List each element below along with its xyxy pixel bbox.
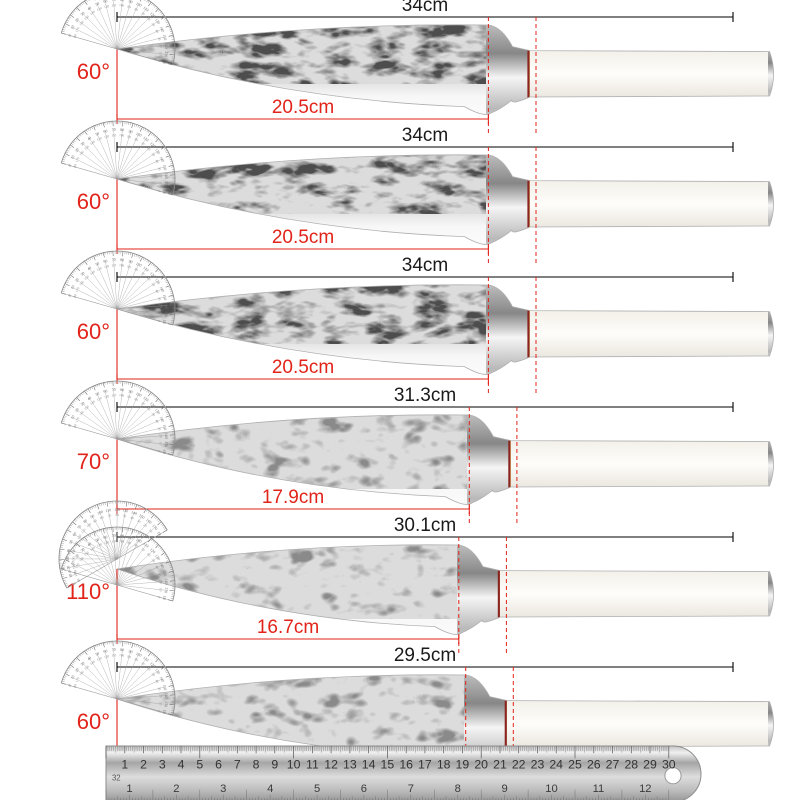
svg-text:60°: 60° bbox=[77, 59, 110, 84]
svg-text:1: 1 bbox=[121, 757, 128, 771]
svg-text:21: 21 bbox=[493, 757, 507, 771]
svg-text:29: 29 bbox=[643, 757, 657, 771]
svg-text:4: 4 bbox=[267, 783, 273, 795]
svg-text:34cm: 34cm bbox=[402, 0, 448, 16]
svg-text:8: 8 bbox=[253, 757, 260, 771]
svg-text:14: 14 bbox=[362, 757, 376, 771]
svg-text:16.7cm: 16.7cm bbox=[257, 617, 319, 638]
svg-text:60°: 60° bbox=[77, 319, 110, 344]
svg-text:11: 11 bbox=[306, 757, 319, 771]
svg-text:2: 2 bbox=[173, 783, 179, 795]
svg-text:20.5cm: 20.5cm bbox=[272, 357, 334, 378]
svg-text:60°: 60° bbox=[77, 189, 110, 214]
svg-text:9: 9 bbox=[271, 757, 278, 771]
svg-text:2: 2 bbox=[140, 757, 147, 771]
svg-text:18: 18 bbox=[437, 757, 451, 771]
svg-text:1: 1 bbox=[126, 783, 132, 795]
svg-text:16: 16 bbox=[399, 757, 413, 771]
svg-text:6: 6 bbox=[215, 757, 222, 771]
svg-text:23: 23 bbox=[531, 757, 545, 771]
svg-text:13: 13 bbox=[343, 757, 357, 771]
svg-text:12: 12 bbox=[324, 757, 338, 771]
svg-text:34cm: 34cm bbox=[402, 125, 448, 146]
svg-text:20: 20 bbox=[474, 757, 488, 771]
svg-text:22: 22 bbox=[512, 757, 526, 771]
svg-text:34cm: 34cm bbox=[402, 255, 448, 276]
svg-text:6: 6 bbox=[361, 783, 367, 795]
svg-text:20.5cm: 20.5cm bbox=[272, 97, 334, 118]
svg-text:27: 27 bbox=[606, 757, 620, 771]
svg-text:28: 28 bbox=[624, 757, 638, 771]
svg-text:110°: 110° bbox=[66, 579, 110, 604]
svg-text:3: 3 bbox=[220, 783, 226, 795]
svg-text:3: 3 bbox=[159, 757, 166, 771]
svg-text:5: 5 bbox=[196, 757, 203, 771]
svg-text:7: 7 bbox=[234, 757, 241, 771]
svg-text:10: 10 bbox=[545, 783, 557, 795]
svg-text:17: 17 bbox=[418, 757, 432, 771]
svg-text:30: 30 bbox=[662, 757, 676, 771]
svg-text:60°: 60° bbox=[77, 709, 110, 734]
svg-text:7: 7 bbox=[408, 783, 414, 795]
svg-text:19: 19 bbox=[456, 757, 470, 771]
svg-text:17.9cm: 17.9cm bbox=[262, 487, 324, 508]
svg-text:70°: 70° bbox=[77, 449, 110, 474]
svg-text:9: 9 bbox=[501, 783, 507, 795]
svg-text:12: 12 bbox=[639, 783, 651, 795]
svg-text:10: 10 bbox=[287, 757, 301, 771]
svg-text:32: 32 bbox=[112, 774, 121, 783]
svg-text:15: 15 bbox=[381, 757, 395, 771]
svg-text:26: 26 bbox=[587, 757, 601, 771]
svg-text:4: 4 bbox=[178, 757, 185, 771]
svg-text:11: 11 bbox=[593, 783, 605, 795]
svg-text:20.5cm: 20.5cm bbox=[272, 227, 334, 248]
svg-text:25: 25 bbox=[568, 757, 582, 771]
svg-text:31.3cm: 31.3cm bbox=[394, 385, 456, 406]
svg-text:29.5cm: 29.5cm bbox=[394, 645, 456, 666]
svg-text:5: 5 bbox=[314, 783, 320, 795]
svg-text:8: 8 bbox=[455, 783, 461, 795]
svg-text:24: 24 bbox=[549, 757, 563, 771]
svg-text:30.1cm: 30.1cm bbox=[394, 515, 456, 536]
